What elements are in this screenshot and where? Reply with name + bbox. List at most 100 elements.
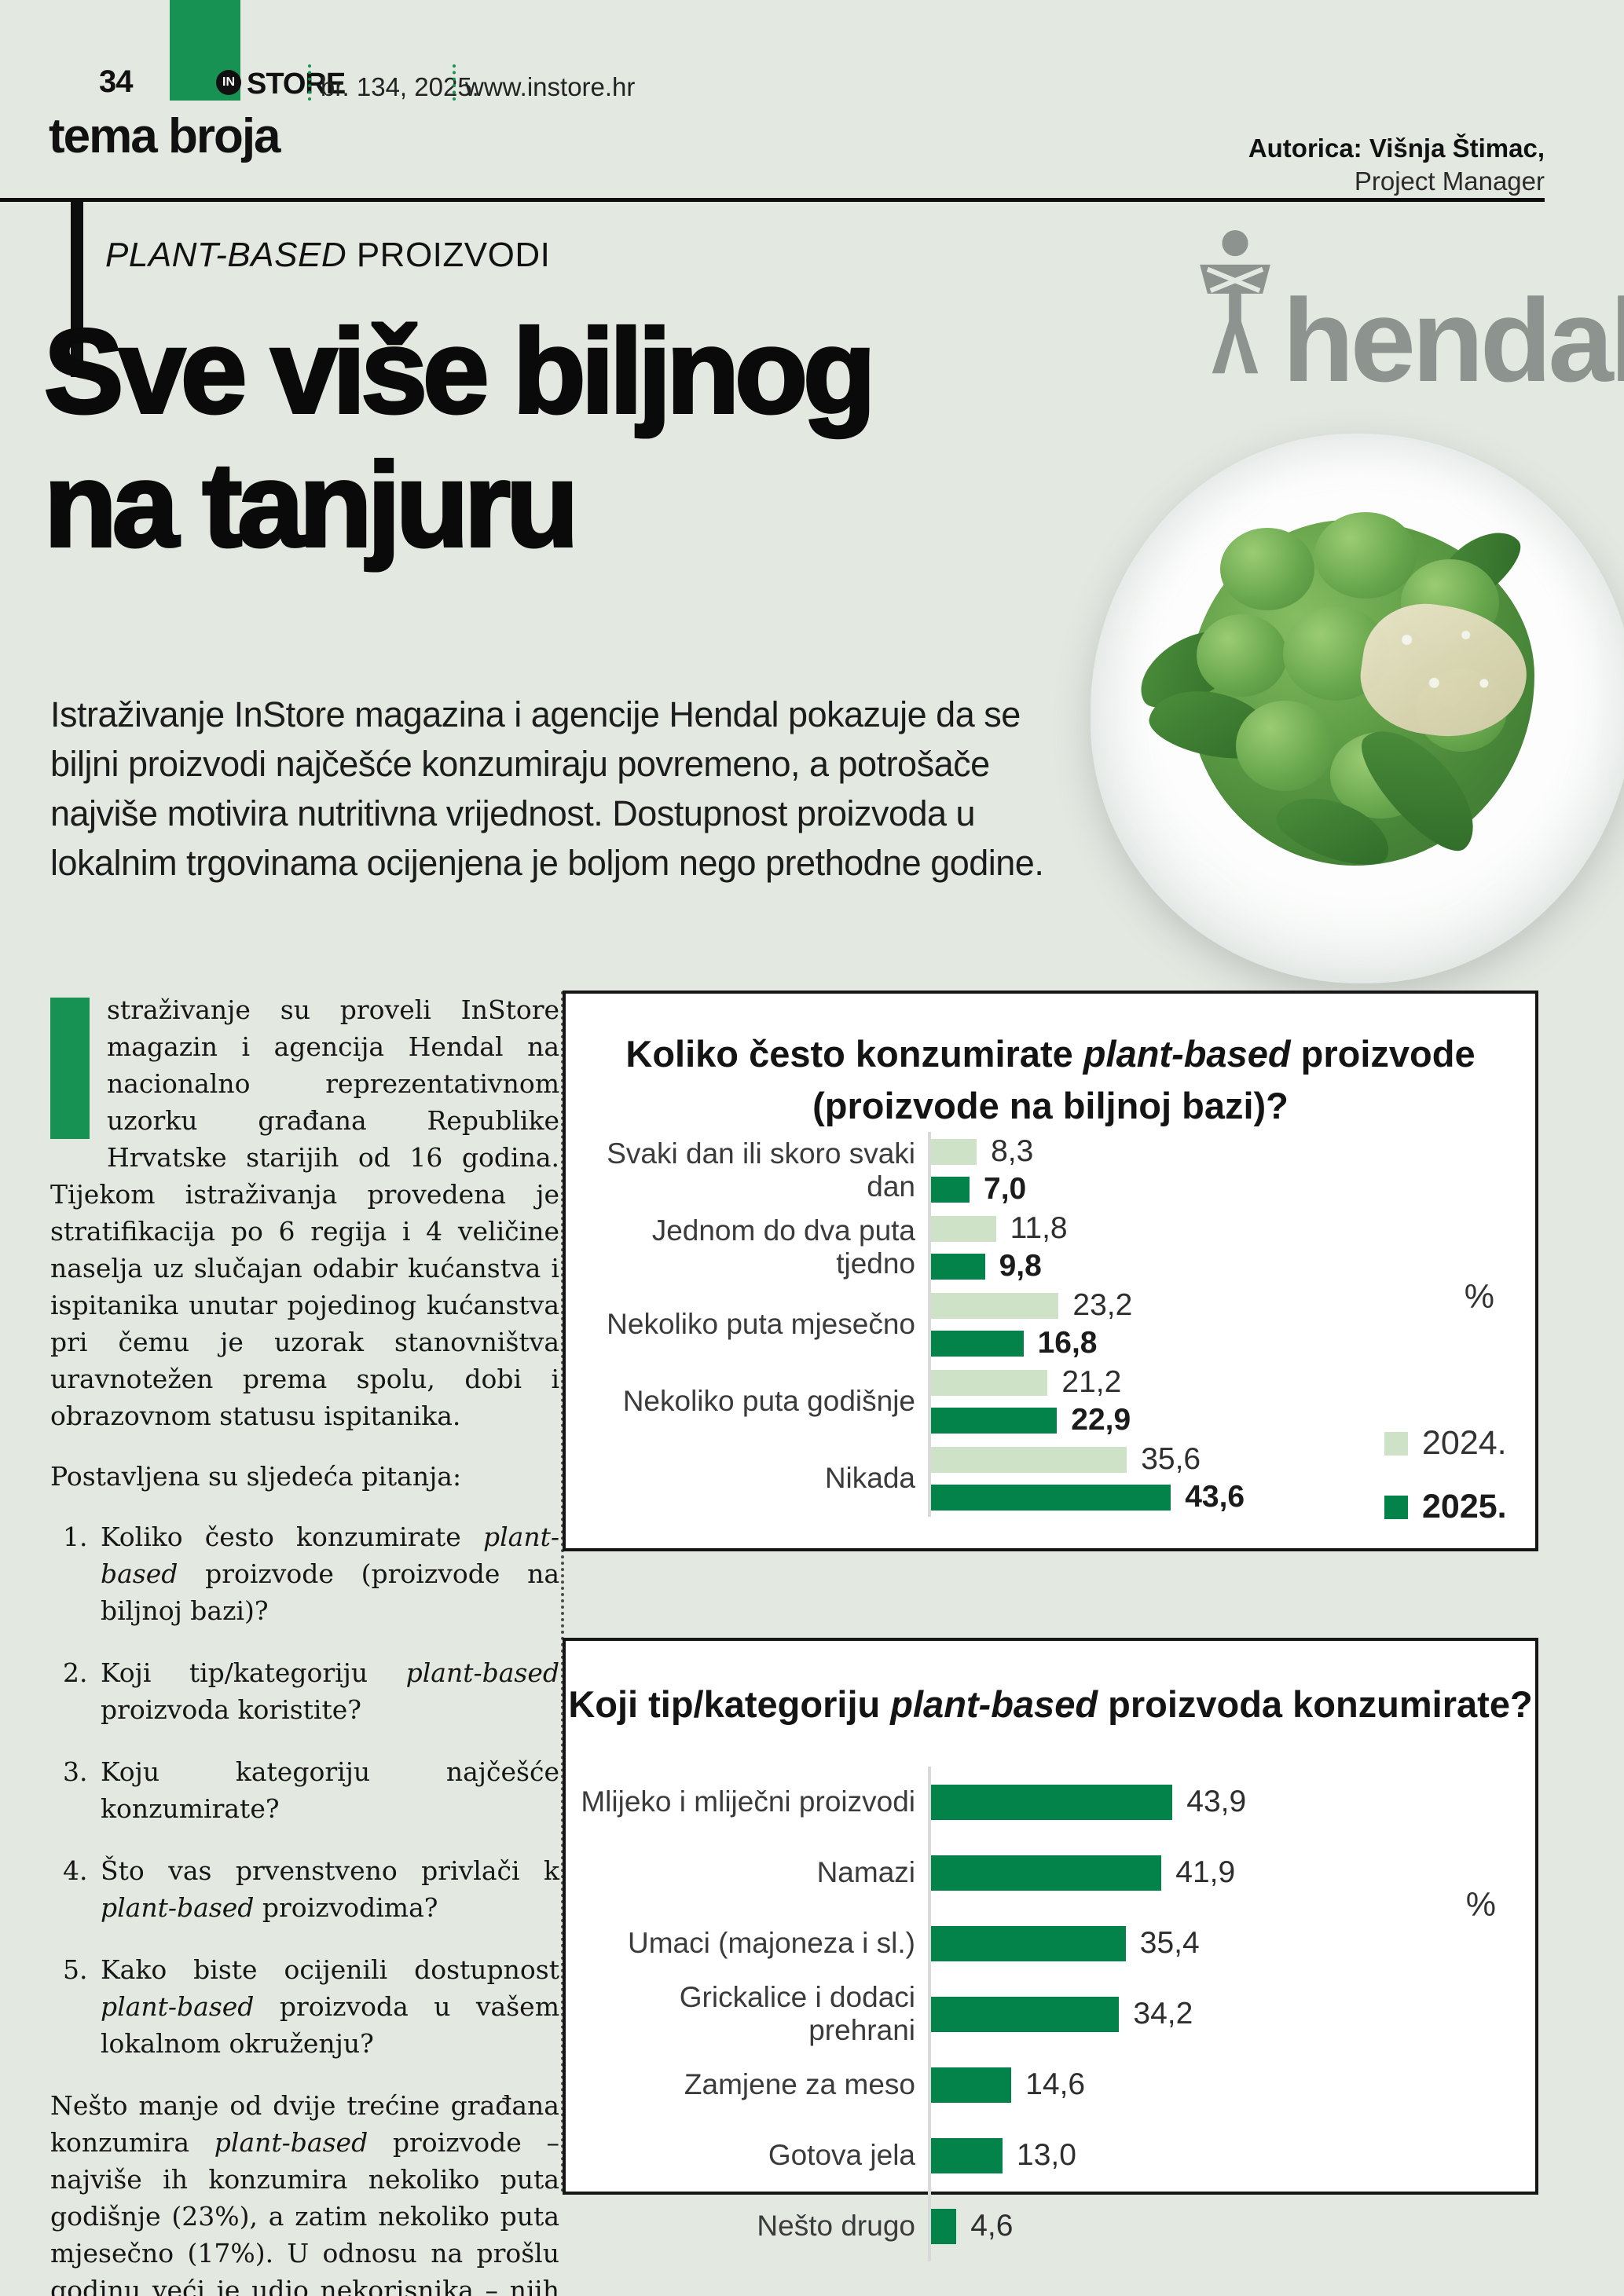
value-label: 7,0 xyxy=(984,1172,1027,1206)
bar-line: 4,6 xyxy=(931,2208,1535,2244)
bar-2025-1 xyxy=(931,1253,985,1280)
value-label: 8,3 xyxy=(991,1134,1034,1168)
chart-frequency-panel: Koliko često konzumirate plant-based pro… xyxy=(563,991,1538,1551)
bar-line: 8,3 xyxy=(931,1134,1535,1169)
page-number: 34 xyxy=(99,64,133,99)
bar-2025-2 xyxy=(931,1330,1024,1357)
chart2-unit-label: % xyxy=(1465,1886,1496,1924)
bars-group: 8,3 7,0 xyxy=(928,1132,1535,1209)
value-label: 16,8 xyxy=(1037,1326,1098,1360)
header-divider-icon xyxy=(308,64,311,101)
author-role: Project Manager xyxy=(1354,167,1545,196)
bars-group: 14,6 xyxy=(928,2049,1535,2120)
bar-line: 7,0 xyxy=(931,1172,1535,1207)
article-paragraph-1: straživanje su proveli InStore magazin i… xyxy=(50,991,559,1434)
bars-group: 23,2 16,8 xyxy=(928,1286,1535,1363)
bar-2025-2 xyxy=(931,1925,1126,1961)
value-label: 43,6 xyxy=(1185,1480,1245,1514)
gnocchi xyxy=(1197,614,1287,697)
value-label: 14,6 xyxy=(1025,2067,1086,2101)
value-label: 11,8 xyxy=(1010,1211,1068,1245)
website-url: www.instore.hr xyxy=(465,72,636,101)
kicker: PLANT-BASED PROIZVODI xyxy=(105,236,550,275)
bars-group: 43,9 xyxy=(928,1767,1535,1837)
bars-group: 13,0 xyxy=(928,2120,1535,2191)
bar-line: 43,6 xyxy=(931,1480,1535,1514)
bar-2025-6 xyxy=(931,2208,957,2244)
value-label: 22,9 xyxy=(1071,1403,1131,1437)
bar-2025-1 xyxy=(931,1855,1162,1891)
bar-line: 35,6 xyxy=(931,1442,1535,1477)
value-label: 41,9 xyxy=(1175,1855,1236,1889)
category-label: Nekoliko puta godišnje xyxy=(622,1385,915,1417)
bar-line: 13,0 xyxy=(931,2137,1535,2173)
chart2-title-line1: Koji tip/kategoriju plant-based proizvod… xyxy=(568,1683,1533,1725)
column-divider xyxy=(561,991,564,2193)
bar-line: 14,6 xyxy=(931,2067,1535,2103)
value-label: 21,2 xyxy=(1061,1365,1122,1399)
bar-line: 35,4 xyxy=(931,1925,1535,1961)
chart-categories-panel: Koji tip/kategoriju plant-based proizvod… xyxy=(563,1638,1538,2261)
bar-2025-4 xyxy=(931,2067,1012,2103)
chart-row: Namazi 41,9 xyxy=(566,1837,1535,1908)
chart-row: Nešto drugo 4,6 xyxy=(566,2191,1535,2261)
category-label: Namazi xyxy=(816,1856,915,1888)
chart-row: Nekoliko puta godišnje 21,2 22,9 xyxy=(566,1363,1535,1440)
bar-2025-5 xyxy=(931,2137,1003,2173)
kicker-rest: PROIZVODI xyxy=(346,236,551,274)
chart-row: Gotova jela 13,0 xyxy=(566,2120,1535,2191)
legend-item-2024: 2024. xyxy=(1384,1424,1507,1463)
question-item: Koliko često konzumirate plant-based pro… xyxy=(96,1518,559,1629)
chart-row: Zamjene za meso 14,6 xyxy=(566,2049,1535,2120)
chart-row: Grickalice i dodaci prehrani 34,2 xyxy=(566,1979,1535,2049)
bar-line: 22,9 xyxy=(931,1403,1535,1437)
article-paragraph-2: Postavljena su sljedeća pitanja: xyxy=(50,1461,462,1492)
bar-2025-3 xyxy=(931,1996,1120,2032)
gnocchi xyxy=(1236,701,1334,791)
value-label: 34,2 xyxy=(1133,1997,1193,2031)
question-item: Kako biste ocijenili dostupnost plant-ba… xyxy=(96,1951,559,2062)
chart2-title: Koji tip/kategoriju plant-based proizvod… xyxy=(566,1679,1535,1730)
bar-2024-4 xyxy=(931,1446,1127,1473)
food-photo xyxy=(1091,434,1624,983)
bar-2024-2 xyxy=(931,1292,1059,1319)
value-label: 43,9 xyxy=(1186,1785,1247,1818)
bar-line: 23,2 xyxy=(931,1288,1535,1323)
bars-group: 35,4 xyxy=(928,1908,1535,1979)
chart1-legend: 2024. 2025. xyxy=(1384,1424,1507,1526)
chart-row: Jednom do dva puta tjedno 11,8 9,8 xyxy=(566,1209,1535,1286)
chart1-plot: Svaki dan ili skoro svaki dan 8,3 7,0 Jedno… xyxy=(566,1132,1535,1517)
category-label: Nikada xyxy=(824,1462,915,1494)
gnocchi xyxy=(1220,528,1314,610)
bars-group: 4,6 xyxy=(928,2191,1535,2261)
category-label: Jednom do dva puta tjedno xyxy=(651,1214,915,1280)
legend-label: 2024. xyxy=(1422,1424,1507,1462)
legend-swatch-icon xyxy=(1384,1431,1408,1456)
kicker-bar xyxy=(71,198,83,377)
value-label: 35,6 xyxy=(1141,1442,1201,1476)
question-item: Koji tip/kategoriju plant-based proizvod… xyxy=(96,1654,559,1728)
bar-line: 16,8 xyxy=(931,1326,1535,1360)
article-column: straživanje su proveli InStore magazin i… xyxy=(50,991,559,2296)
value-label: 35,4 xyxy=(1139,1926,1200,1960)
instore-logo-text: STORE xyxy=(247,68,346,101)
question-item: Koju kategoriju najčešće konzumirate? xyxy=(96,1753,559,1827)
legend-swatch-icon xyxy=(1384,1495,1408,1519)
value-label: 13,0 xyxy=(1017,2138,1076,2172)
chart-row: Svaki dan ili skoro svaki dan 8,3 7,0 xyxy=(566,1132,1535,1209)
category-label: Grickalice i dodaci prehrani xyxy=(679,1981,915,2046)
chart2-plot: Mlijeko i mliječni proizvodi 43,9 Namazi 41… xyxy=(566,1767,1535,2261)
value-label: 4,6 xyxy=(970,2209,1014,2243)
bars-group: 21,2 22,9 xyxy=(928,1363,1535,1440)
header-rule xyxy=(0,198,1545,202)
questions-list: Koliko često konzumirate plant-based pro… xyxy=(50,1518,559,2062)
section-title: tema broja xyxy=(49,109,281,163)
bar-2025-3 xyxy=(931,1407,1058,1434)
header-divider-icon xyxy=(453,64,456,101)
category-label: Nešto drugo xyxy=(757,2210,915,2242)
category-label: Nekoliko puta mjesečno xyxy=(607,1308,915,1340)
headline: Sve više biljnog na tanjuru xyxy=(42,303,878,573)
bar-2024-0 xyxy=(931,1138,977,1165)
bar-line: 11,8 xyxy=(931,1211,1535,1246)
